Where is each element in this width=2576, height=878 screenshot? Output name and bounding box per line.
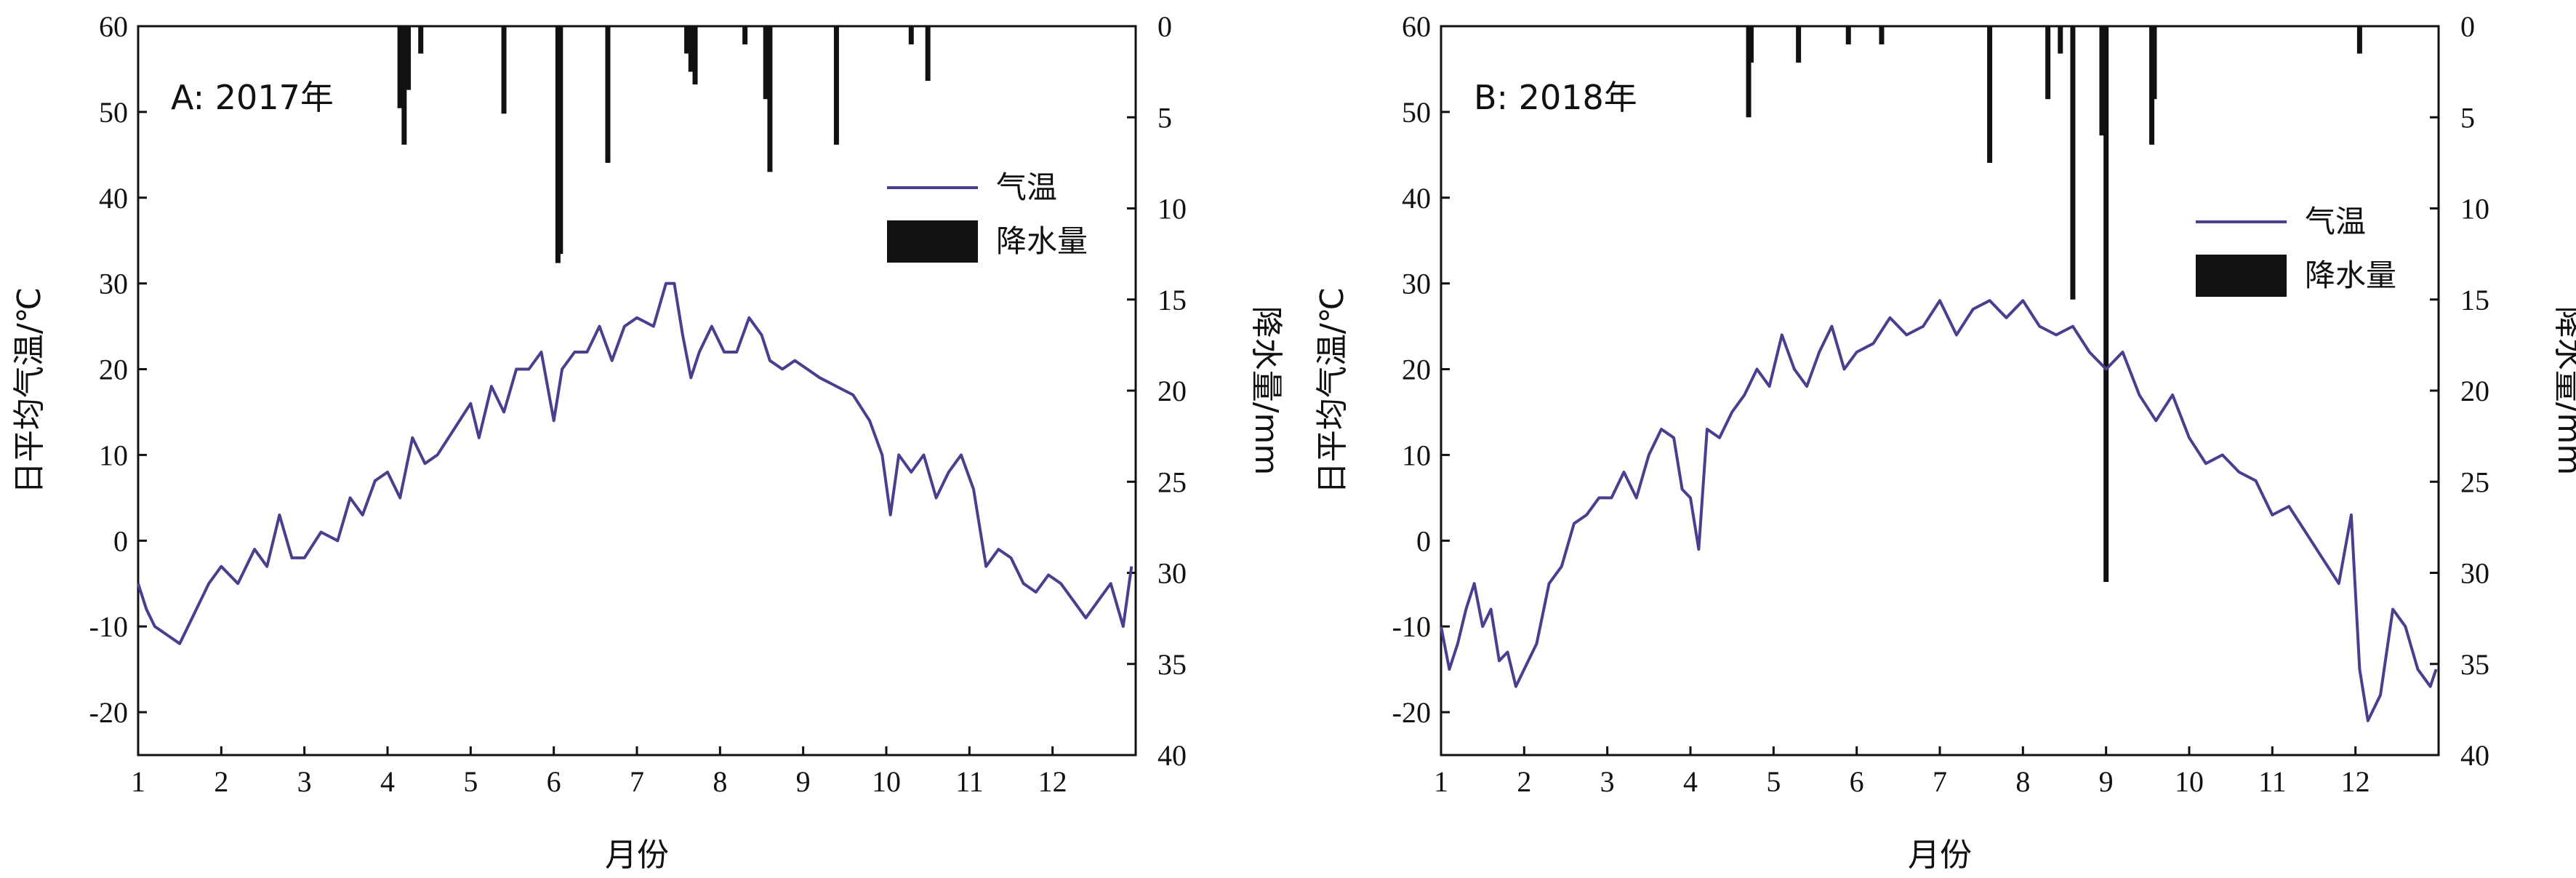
panel-a-y-left-tick-label: 60 xyxy=(99,10,128,43)
panel-b-y-right-tick-label: 20 xyxy=(2460,375,2489,407)
panel-a-y-left-axis-label: 日平均气温/℃ xyxy=(11,287,48,494)
panel-b-y-right-tick-label: 25 xyxy=(2460,466,2489,498)
panel-b-y-left-axis-label: 日平均气温/℃ xyxy=(1314,287,1351,494)
panel-a-x-tick-label: 2 xyxy=(214,765,228,798)
panel-a-y-right-tick-label: 30 xyxy=(1157,557,1187,590)
panel-b-y-left-tick-label: 20 xyxy=(1402,354,1431,386)
panel-a-x-tick-label: 11 xyxy=(955,765,984,798)
panel-b-x-tick-label: 5 xyxy=(1766,765,1781,798)
panel-b-x-tick-label: 6 xyxy=(1850,765,1864,798)
panel-a-y-left-tick-label: -20 xyxy=(89,696,128,729)
panel-b-y-right-tick-label: 10 xyxy=(2460,193,2489,226)
panel-b-x-tick-label: 11 xyxy=(2258,765,2287,798)
panel-a-y-left-tick-label: 0 xyxy=(113,524,128,557)
panel-b-y-left-tick-label: 0 xyxy=(1416,524,1431,557)
panel-a-x-tick-label: 10 xyxy=(872,765,901,798)
panel-a-y-left-tick-label: 10 xyxy=(99,439,128,471)
panel-a-y-left-tick-label: 20 xyxy=(99,354,128,386)
panel-a-legend-precip-label: 降水量 xyxy=(996,223,1088,259)
panel-b-legend-precip-label: 降水量 xyxy=(2305,258,2396,293)
panel-b-x-tick-label: 10 xyxy=(2175,765,2204,798)
panel-b-x-tick-label: 8 xyxy=(2015,765,2030,798)
panel-b-x-tick-label: 4 xyxy=(1683,765,1698,798)
panel-a-legend-bar-swatch xyxy=(887,220,978,263)
panel-a-y-left-tick-label: 50 xyxy=(99,96,128,129)
panel-b-legend-temperature-label: 气温 xyxy=(2305,204,2366,239)
panel-a-y-right-tick-label: 40 xyxy=(1157,739,1187,772)
panel-a-x-tick-label: 5 xyxy=(463,765,478,798)
panel-b-temperature-line xyxy=(1440,299,2438,722)
panel-a-x-tick-label: 9 xyxy=(796,765,811,798)
panel-b-y-right-tick-label: 30 xyxy=(2460,557,2489,590)
panel-b-y-right-tick-label: 35 xyxy=(2460,648,2489,681)
panel-b-plot-frame xyxy=(1440,25,2440,757)
panel-b-y-left-tick-label: -10 xyxy=(1392,610,1431,643)
panel-a-legend-temperature-label: 气温 xyxy=(996,169,1057,205)
panel-b-y-right-tick-label: 15 xyxy=(2460,284,2489,316)
panel-b-y-right-tick-label: 0 xyxy=(2460,10,2475,43)
panel-b-y-left-tick-label: 10 xyxy=(1402,439,1431,471)
panel-a-y-right-tick-label: 35 xyxy=(1157,648,1187,681)
panel-b-title: B: 2018年 xyxy=(1474,78,1637,117)
panel-b-x-axis-label: 月份 xyxy=(1908,837,1972,874)
panel-a-y-left-tick-label: -10 xyxy=(89,610,128,643)
panel-b-y-right-axis-label: 降水量/mm xyxy=(2551,306,2576,476)
panel-a-x-axis-label: 月份 xyxy=(605,837,669,874)
panel-b-x-tick-label: 12 xyxy=(2341,765,2370,798)
panel-b-x-tick-label: 1 xyxy=(1434,765,1448,798)
panel-a-y-right-axis-label: 降水量/mm xyxy=(1248,306,1285,476)
panel-a-y-right-tick-label: 25 xyxy=(1157,466,1187,498)
panel-a-y-right-tick-label: 0 xyxy=(1157,10,1172,43)
panel-b-x-tick-label: 2 xyxy=(1517,765,1531,798)
panel-a-x-tick-label: 12 xyxy=(1038,765,1067,798)
panel-a-plot-frame xyxy=(137,25,1137,757)
panel-a-y-left-tick-label: 40 xyxy=(99,182,128,215)
panel-a-y-right-tick-label: 15 xyxy=(1157,284,1187,316)
panel-b-legend-bar-swatch xyxy=(2196,255,2287,297)
panel-a-x-tick-label: 6 xyxy=(547,765,561,798)
panel-a-x-tick-label: 3 xyxy=(297,765,312,798)
panel-a-y-left-tick-label: 30 xyxy=(99,268,128,300)
panel-b-x-tick-label: 3 xyxy=(1600,765,1615,798)
panel-a-x-tick-label: 7 xyxy=(630,765,644,798)
panel-a-x-tick-label: 8 xyxy=(713,765,727,798)
panel-b-y-right-tick-label: 40 xyxy=(2460,739,2489,772)
panel-a-y-right-tick-label: 20 xyxy=(1157,375,1187,407)
panel-b-x-tick-label: 9 xyxy=(2099,765,2114,798)
panel-a-x-tick-label: 4 xyxy=(380,765,395,798)
panel-b-x-tick-label: 7 xyxy=(1933,765,1947,798)
panel-b-y-left-tick-label: 30 xyxy=(1402,268,1431,300)
panel-a-title: A: 2017年 xyxy=(171,78,334,117)
panel-a-y-right-tick-label: 10 xyxy=(1157,193,1187,226)
panel-a-temperature-line xyxy=(137,282,1133,645)
panel-b-y-left-tick-label: 50 xyxy=(1402,96,1431,129)
panel-b-y-right-tick-label: 5 xyxy=(2460,101,2475,134)
panel-b-y-left-tick-label: 60 xyxy=(1402,10,1431,43)
panel-b-y-left-tick-label: 40 xyxy=(1402,182,1431,215)
panel-b-y-left-tick-label: -20 xyxy=(1392,696,1431,729)
panel-a-x-tick-label: 1 xyxy=(131,765,145,798)
panel-a-y-right-tick-label: 5 xyxy=(1157,101,1172,134)
